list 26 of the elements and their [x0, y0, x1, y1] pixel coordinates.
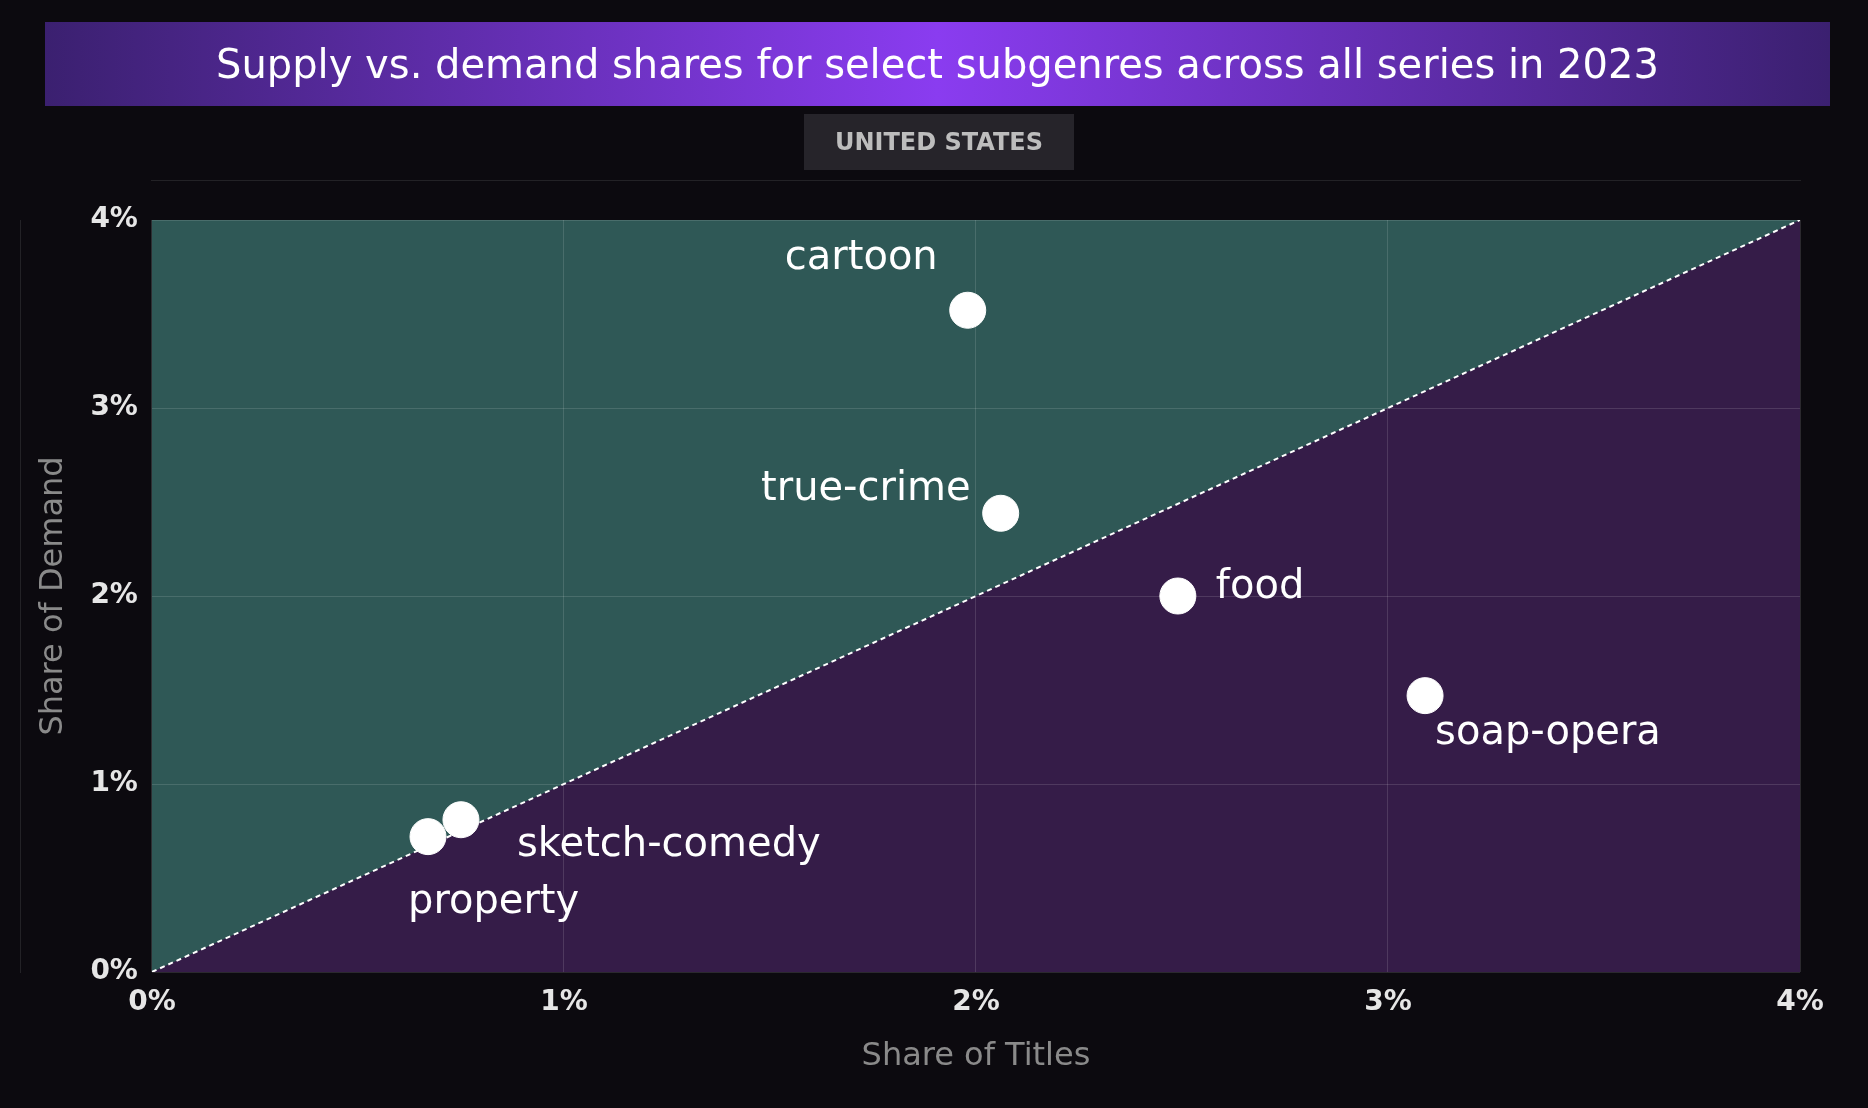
x-tick-label: 0% — [128, 984, 176, 1018]
y-axis-title: Share of Demand — [31, 456, 70, 736]
data-label: cartoon — [784, 231, 938, 278]
chart-title: Supply vs. demand shares for select subgenres across all series in 2023 — [45, 22, 1830, 106]
chart-subtitle: UNITED STATES — [804, 114, 1074, 170]
point — [1159, 577, 1197, 615]
data-label: sketch-comedy — [516, 819, 821, 866]
data-label: food — [1215, 561, 1305, 608]
x-axis-title: Share of Titles — [861, 1035, 1091, 1074]
point — [982, 494, 1020, 532]
x-tick-label: 2% — [952, 984, 1000, 1018]
y-tick-label: 4% — [90, 201, 138, 235]
x-tick-label: 1% — [540, 984, 588, 1018]
x-tick-label: 3% — [1364, 984, 1412, 1018]
data-label: property — [407, 876, 580, 923]
y-tick-label: 3% — [90, 389, 138, 423]
x-tick-label: 4% — [1776, 984, 1824, 1018]
point — [1406, 677, 1444, 715]
data-label: soap-opera — [1435, 707, 1661, 754]
y-tick-label: 1% — [90, 765, 138, 799]
point — [409, 818, 447, 856]
data-label: true-crime — [761, 462, 971, 509]
y-tick-label: 2% — [90, 577, 138, 611]
point — [949, 291, 987, 329]
y-tick-label: 0% — [90, 953, 138, 987]
point — [442, 801, 480, 839]
